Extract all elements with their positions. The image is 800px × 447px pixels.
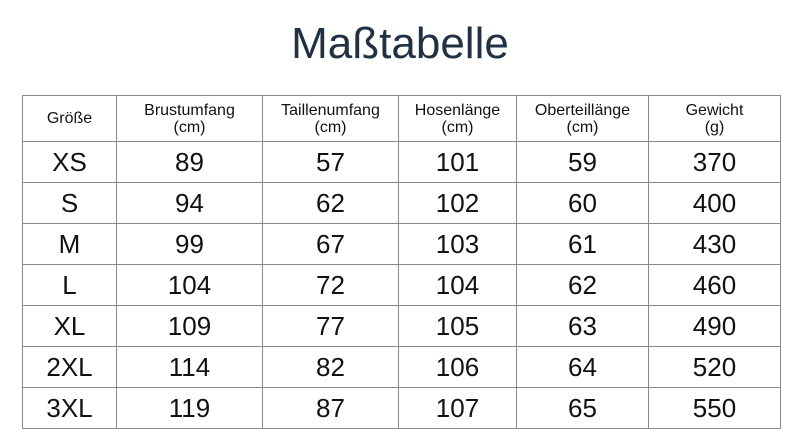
header-oberteillaenge: Oberteillänge (cm) xyxy=(516,95,649,142)
cell-brustumfang: 94 xyxy=(116,182,263,224)
cell-hosenlaenge: 106 xyxy=(398,346,517,388)
cell-oberteillaenge: 62 xyxy=(516,264,649,306)
cell-size: L xyxy=(22,264,117,306)
cell-oberteillaenge: 59 xyxy=(516,141,649,183)
header-unit: (cm) xyxy=(173,118,206,136)
cell-taillenumfang: 72 xyxy=(262,264,399,306)
header-hosenlaenge: Hosenlänge (cm) xyxy=(398,95,517,142)
cell-brustumfang: 109 xyxy=(116,305,263,347)
cell-size: 2XL xyxy=(22,346,117,388)
cell-gewicht: 370 xyxy=(648,141,781,183)
cell-gewicht: 430 xyxy=(648,223,781,265)
cell-brustumfang: 99 xyxy=(116,223,263,265)
cell-size: XL xyxy=(22,305,117,347)
cell-brustumfang: 89 xyxy=(116,141,263,183)
table-row: XS 89 57 101 59 370 xyxy=(22,141,781,183)
header-label: Taillenumfang xyxy=(281,101,380,119)
cell-size: XS xyxy=(22,141,117,183)
cell-brustumfang: 104 xyxy=(116,264,263,306)
cell-hosenlaenge: 101 xyxy=(398,141,517,183)
table-row: S 94 62 102 60 400 xyxy=(22,182,781,224)
header-label: Größe xyxy=(46,110,93,127)
cell-gewicht: 550 xyxy=(648,387,781,429)
header-size: Größe xyxy=(22,95,117,142)
header-brustumfang: Brustumfang (cm) xyxy=(116,95,263,142)
header-unit: (cm) xyxy=(314,118,347,136)
header-unit: (cm) xyxy=(566,118,599,136)
cell-hosenlaenge: 107 xyxy=(398,387,517,429)
cell-taillenumfang: 87 xyxy=(262,387,399,429)
cell-oberteillaenge: 65 xyxy=(516,387,649,429)
cell-size: 3XL xyxy=(22,387,117,429)
cell-gewicht: 520 xyxy=(648,346,781,388)
cell-brustumfang: 114 xyxy=(116,346,263,388)
cell-hosenlaenge: 104 xyxy=(398,264,517,306)
cell-oberteillaenge: 64 xyxy=(516,346,649,388)
header-label: Hosenlänge xyxy=(414,101,501,119)
table-row: XL 109 77 105 63 490 xyxy=(22,305,781,347)
size-table: Größe Brustumfang (cm) Taillenumfang (cm… xyxy=(22,95,781,429)
cell-gewicht: 400 xyxy=(648,182,781,224)
header-label: Gewicht xyxy=(685,101,744,119)
header-taillenumfang: Taillenumfang (cm) xyxy=(262,95,399,142)
table-header-row: Größe Brustumfang (cm) Taillenumfang (cm… xyxy=(22,95,781,142)
header-label: Brustumfang xyxy=(144,101,235,119)
cell-oberteillaenge: 60 xyxy=(516,182,649,224)
cell-gewicht: 460 xyxy=(648,264,781,306)
table-row: 2XL 114 82 106 64 520 xyxy=(22,346,781,388)
cell-taillenumfang: 77 xyxy=(262,305,399,347)
cell-taillenumfang: 57 xyxy=(262,141,399,183)
cell-hosenlaenge: 103 xyxy=(398,223,517,265)
cell-taillenumfang: 82 xyxy=(262,346,399,388)
cell-taillenumfang: 62 xyxy=(262,182,399,224)
cell-oberteillaenge: 63 xyxy=(516,305,649,347)
cell-hosenlaenge: 105 xyxy=(398,305,517,347)
table-row: M 99 67 103 61 430 xyxy=(22,223,781,265)
cell-taillenumfang: 67 xyxy=(262,223,399,265)
header-unit: (g) xyxy=(704,118,725,136)
header-gewicht: Gewicht (g) xyxy=(648,95,781,142)
cell-size: M xyxy=(22,223,117,265)
header-label: Oberteillänge xyxy=(534,101,631,119)
cell-size: S xyxy=(22,182,117,224)
page-title: Maßtabelle xyxy=(291,19,509,68)
table-row: 3XL 119 87 107 65 550 xyxy=(22,387,781,429)
table-row: L 104 72 104 62 460 xyxy=(22,264,781,306)
cell-brustumfang: 119 xyxy=(116,387,263,429)
table-body: XS 89 57 101 59 370 S 94 62 102 60 400 M… xyxy=(22,141,781,429)
cell-oberteillaenge: 61 xyxy=(516,223,649,265)
header-unit: (cm) xyxy=(441,118,474,136)
cell-hosenlaenge: 102 xyxy=(398,182,517,224)
cell-gewicht: 490 xyxy=(648,305,781,347)
